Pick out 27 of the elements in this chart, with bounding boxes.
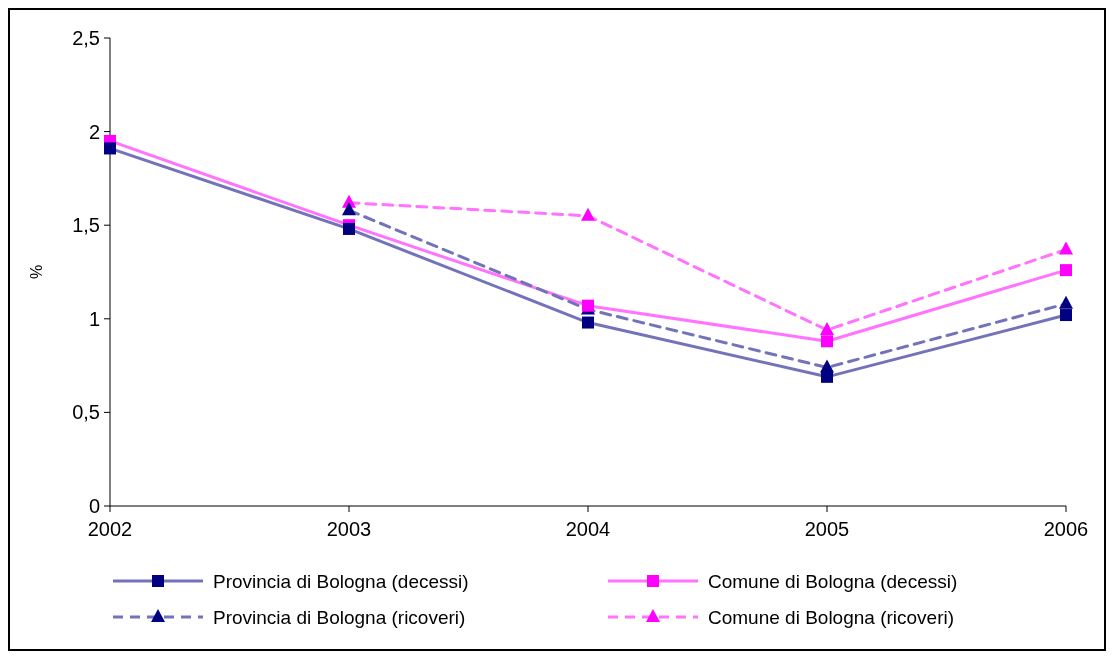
- x-tick-label: 2006: [1043, 518, 1089, 540]
- x-tick-label: 2005: [804, 518, 850, 540]
- point: [582, 316, 594, 329]
- y-tick-label: 0,5: [72, 401, 100, 424]
- point: [821, 370, 833, 383]
- y-axis-title: %: [28, 264, 45, 280]
- legend-label: Comune di Bologna (ricoveri): [708, 606, 955, 628]
- point: [104, 142, 116, 155]
- point: [1060, 309, 1072, 322]
- point: [821, 335, 833, 348]
- y-tick-label: 1: [88, 307, 100, 330]
- x-tick-label: 2004: [565, 518, 611, 540]
- legend-label: Provincia di Bologna (decessi): [213, 570, 469, 592]
- y-tick-label: 2: [88, 120, 100, 143]
- x-tick-label: 2002: [87, 518, 133, 540]
- point: [1060, 264, 1072, 277]
- point: [820, 322, 834, 336]
- legend-label: Comune di Bologna (decessi): [708, 570, 958, 592]
- legend-label: Provincia di Bologna (ricoveri): [213, 606, 466, 628]
- x-tick-label: 2003: [326, 518, 372, 540]
- y-tick-label: 1,5: [72, 214, 100, 237]
- y-tick-label: 0: [88, 495, 100, 517]
- y-tick-label: 2,5: [72, 27, 100, 49]
- point: [581, 207, 595, 221]
- point: [342, 202, 356, 216]
- point: [1059, 295, 1073, 309]
- point: [1059, 241, 1073, 255]
